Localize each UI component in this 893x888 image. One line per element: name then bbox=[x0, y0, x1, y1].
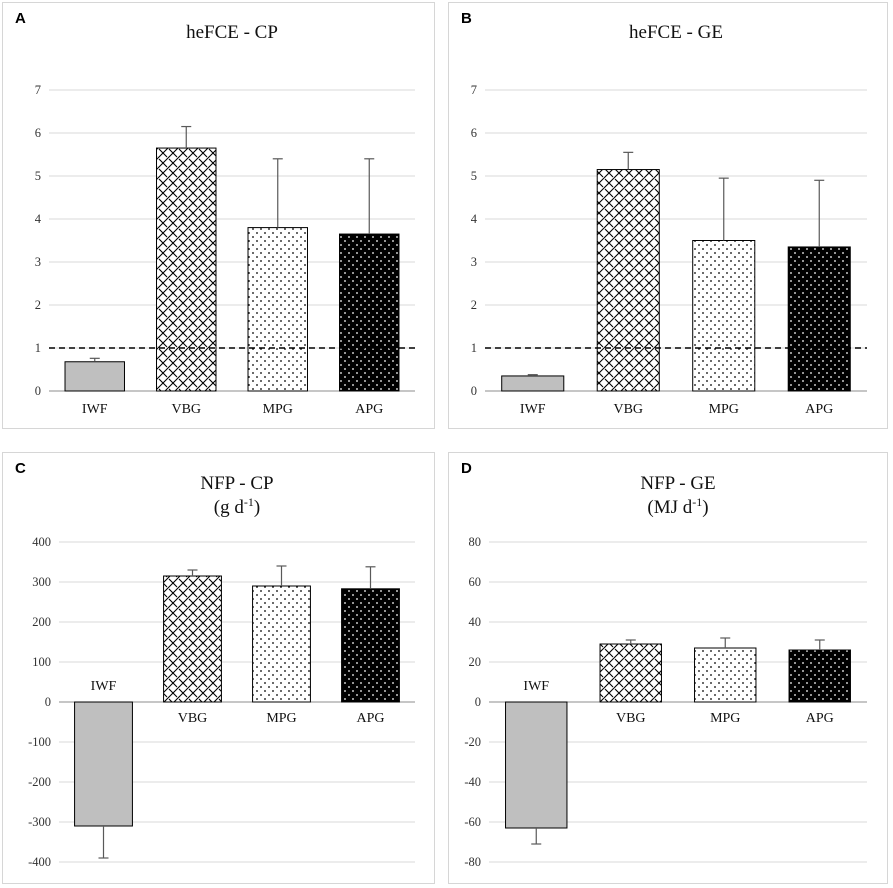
chart-c: C NFP - CP(g d-1) -400 -300 -200 -100 0 100 200 3… bbox=[15, 460, 415, 869]
bar-iwf bbox=[505, 701, 568, 829]
bar-apg bbox=[341, 588, 400, 703]
y-tick-label: 0 bbox=[471, 384, 477, 398]
bar-vbg bbox=[156, 147, 217, 392]
bar-mpg bbox=[247, 227, 308, 392]
y-tick-label: -40 bbox=[464, 775, 481, 789]
panel-d: D NFP - GE (MJ d-1) -80 -60 -40 -20 0 20 40 60 80 IW… bbox=[448, 452, 888, 884]
bar-mpg bbox=[692, 240, 756, 392]
bar-apg bbox=[788, 649, 851, 703]
y-tick-label: 1 bbox=[35, 341, 41, 355]
bar-vbg bbox=[599, 643, 662, 703]
category-label: APG bbox=[805, 402, 833, 417]
category-label: VBG bbox=[178, 711, 208, 726]
y-tick-label: 300 bbox=[32, 575, 51, 589]
y-tick-label: 20 bbox=[469, 655, 482, 669]
y-tick-label: 40 bbox=[469, 615, 482, 629]
y-tick-label: 7 bbox=[471, 83, 477, 97]
y-tick-label: 200 bbox=[32, 615, 51, 629]
y-tick-label: -300 bbox=[28, 815, 51, 829]
panel-letter: A bbox=[15, 10, 26, 27]
category-label: MPG bbox=[709, 402, 739, 417]
chart-subtitle: (MJ d-1) bbox=[647, 495, 708, 518]
bar-iwf bbox=[64, 361, 125, 392]
bar-vbg bbox=[596, 169, 660, 392]
bar-mpg bbox=[252, 585, 311, 703]
bar-vbg bbox=[163, 575, 222, 703]
panel-letter: B bbox=[461, 10, 472, 27]
y-tick-label: 1 bbox=[471, 341, 477, 355]
y-tick-label: -400 bbox=[28, 855, 51, 869]
y-tick-label: 5 bbox=[471, 169, 477, 183]
bar-mpg bbox=[694, 647, 757, 703]
y-tick-label: 7 bbox=[35, 83, 41, 97]
panel-letter: C bbox=[15, 460, 26, 477]
bar-apg bbox=[339, 233, 400, 392]
bar-iwf bbox=[501, 375, 565, 392]
category-label: APG bbox=[356, 711, 384, 726]
y-tick-label: 0 bbox=[35, 384, 41, 398]
panel-c: C NFP - CP (g d-1) -400 -300 -200 -100 0 100 200 3… bbox=[2, 452, 435, 884]
y-tick-label: 60 bbox=[469, 575, 482, 589]
category-label: MPG bbox=[710, 711, 740, 726]
chart-subtitle: (g d-1) bbox=[214, 495, 260, 518]
y-tick-label: 3 bbox=[35, 255, 41, 269]
y-tick-label: -80 bbox=[464, 855, 481, 869]
y-tick-label: 80 bbox=[469, 535, 482, 549]
chart-title: heFCE - CP bbox=[186, 22, 278, 43]
y-tick-label: 4 bbox=[35, 212, 42, 226]
chart-title: NFP - GE bbox=[640, 473, 715, 494]
y-tick-label: -60 bbox=[464, 815, 481, 829]
category-label: IWF bbox=[523, 679, 549, 694]
category-label: APG bbox=[355, 402, 383, 417]
y-tick-label: 0 bbox=[45, 695, 51, 709]
category-label: IWF bbox=[82, 402, 108, 417]
y-tick-label: -20 bbox=[464, 735, 481, 749]
chart-d: D NFP - GE(MJ d-1) -80 -60 -40 -20 0 20 40 60 80 IW… bbox=[461, 460, 867, 869]
bar-apg bbox=[787, 246, 851, 392]
category-label: IWF bbox=[520, 402, 546, 417]
y-tick-label: 3 bbox=[471, 255, 477, 269]
category-label: MPG bbox=[266, 711, 296, 726]
y-tick-label: -100 bbox=[28, 735, 51, 749]
category-label: VBG bbox=[613, 402, 643, 417]
bar-iwf bbox=[74, 701, 133, 827]
y-tick-label: 100 bbox=[32, 655, 51, 669]
panel-letter: D bbox=[461, 460, 472, 477]
y-tick-label: 0 bbox=[475, 695, 481, 709]
chart-title: NFP - CP bbox=[200, 473, 273, 494]
y-tick-label: 2 bbox=[471, 298, 477, 312]
y-tick-label: -200 bbox=[28, 775, 51, 789]
y-tick-label: 2 bbox=[35, 298, 41, 312]
chart-title: heFCE - GE bbox=[629, 22, 723, 43]
category-label: VBG bbox=[171, 402, 201, 417]
y-tick-label: 6 bbox=[35, 126, 41, 140]
y-tick-label: 4 bbox=[471, 212, 478, 226]
category-label: MPG bbox=[263, 402, 293, 417]
y-tick-label: 400 bbox=[32, 535, 51, 549]
y-tick-label: 5 bbox=[35, 169, 41, 183]
category-label: VBG bbox=[616, 711, 646, 726]
category-label: APG bbox=[806, 711, 834, 726]
y-tick-label: 6 bbox=[471, 126, 477, 140]
category-label: IWF bbox=[91, 679, 117, 694]
